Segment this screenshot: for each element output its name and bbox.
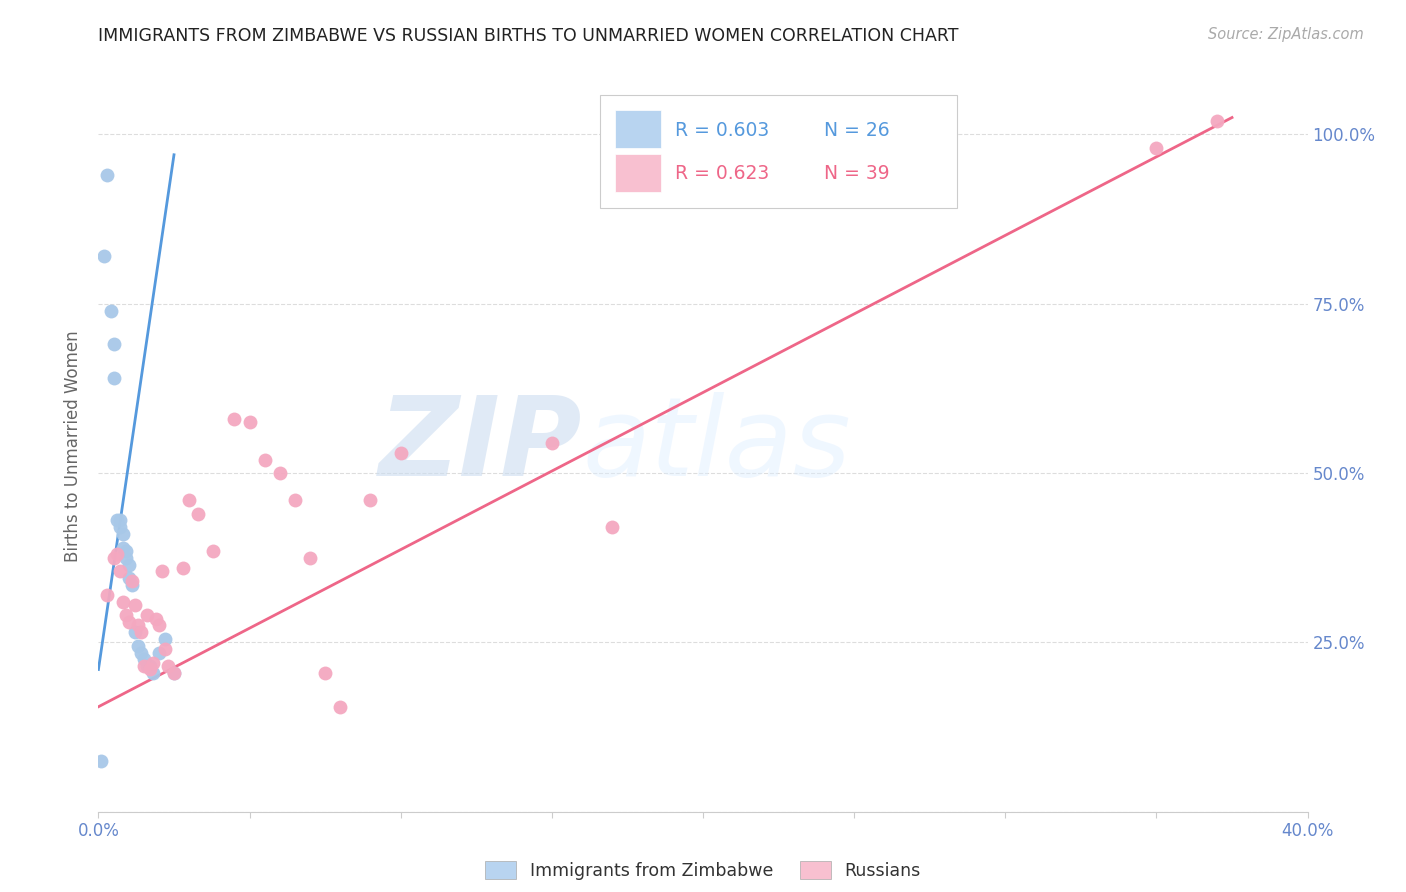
Point [121, 574, 143, 589]
Point [135, 608, 157, 623]
Point [163, 665, 186, 680]
Point [124, 598, 146, 612]
Text: R = 0.603: R = 0.603 [675, 120, 769, 139]
Point [540, 435, 562, 450]
Point [253, 452, 276, 467]
FancyBboxPatch shape [614, 110, 661, 147]
Point [118, 615, 141, 629]
Point [329, 699, 352, 714]
Point [148, 618, 170, 632]
Point [100, 303, 122, 318]
Point [105, 547, 128, 561]
Point [129, 625, 152, 640]
Point [163, 665, 186, 680]
Point [108, 514, 131, 528]
Point [153, 632, 176, 646]
Text: ZIP: ZIP [378, 392, 582, 500]
Text: Source: ZipAtlas.com: Source: ZipAtlas.com [1208, 27, 1364, 42]
FancyBboxPatch shape [614, 154, 661, 192]
Point [121, 578, 143, 592]
Point [114, 608, 136, 623]
Text: N = 26: N = 26 [824, 120, 890, 139]
Point [103, 371, 125, 385]
Y-axis label: Births to Unmarried Women: Births to Unmarried Women [65, 330, 83, 562]
Point [179, 493, 201, 508]
Point [389, 446, 412, 460]
Point [224, 412, 246, 426]
Text: atlas: atlas [582, 392, 851, 500]
Point [118, 571, 141, 585]
Point [202, 544, 225, 558]
Point [172, 561, 194, 575]
Point [108, 564, 131, 578]
FancyBboxPatch shape [600, 95, 957, 209]
Point [135, 659, 157, 673]
Point [96, 588, 118, 602]
Point [139, 663, 162, 677]
Legend: Immigrants from Zimbabwe, Russians: Immigrants from Zimbabwe, Russians [478, 855, 928, 888]
Point [129, 646, 152, 660]
Point [124, 625, 146, 640]
Point [142, 656, 165, 670]
Point [148, 646, 170, 660]
Point [127, 618, 149, 632]
Point [145, 612, 167, 626]
Text: N = 39: N = 39 [824, 163, 890, 183]
Text: IMMIGRANTS FROM ZIMBABWE VS RUSSIAN BIRTHS TO UNMARRIED WOMEN CORRELATION CHART: IMMIGRANTS FROM ZIMBABWE VS RUSSIAN BIRT… [98, 27, 959, 45]
Point [269, 466, 291, 480]
Point [150, 564, 173, 578]
Text: R = 0.623: R = 0.623 [675, 163, 769, 183]
Point [284, 493, 307, 508]
Point [187, 507, 209, 521]
Point [132, 659, 155, 673]
Point [114, 550, 136, 565]
Point [299, 550, 322, 565]
Point [105, 514, 128, 528]
Point [118, 558, 141, 572]
Point [360, 493, 382, 508]
Point [132, 652, 155, 666]
Point [139, 659, 162, 673]
Point [114, 544, 136, 558]
Point [602, 520, 624, 534]
Point [96, 168, 118, 182]
Point [1144, 141, 1167, 155]
Point [111, 541, 134, 555]
Point [103, 337, 125, 351]
Point [90, 754, 112, 768]
Point [1206, 114, 1229, 128]
Point [93, 249, 115, 263]
Point [127, 639, 149, 653]
Point [142, 665, 165, 680]
Point [111, 527, 134, 541]
Point [103, 550, 125, 565]
Point [156, 659, 179, 673]
Point [314, 665, 336, 680]
Point [239, 415, 262, 429]
Point [153, 642, 176, 657]
Point [111, 595, 134, 609]
Point [108, 520, 131, 534]
